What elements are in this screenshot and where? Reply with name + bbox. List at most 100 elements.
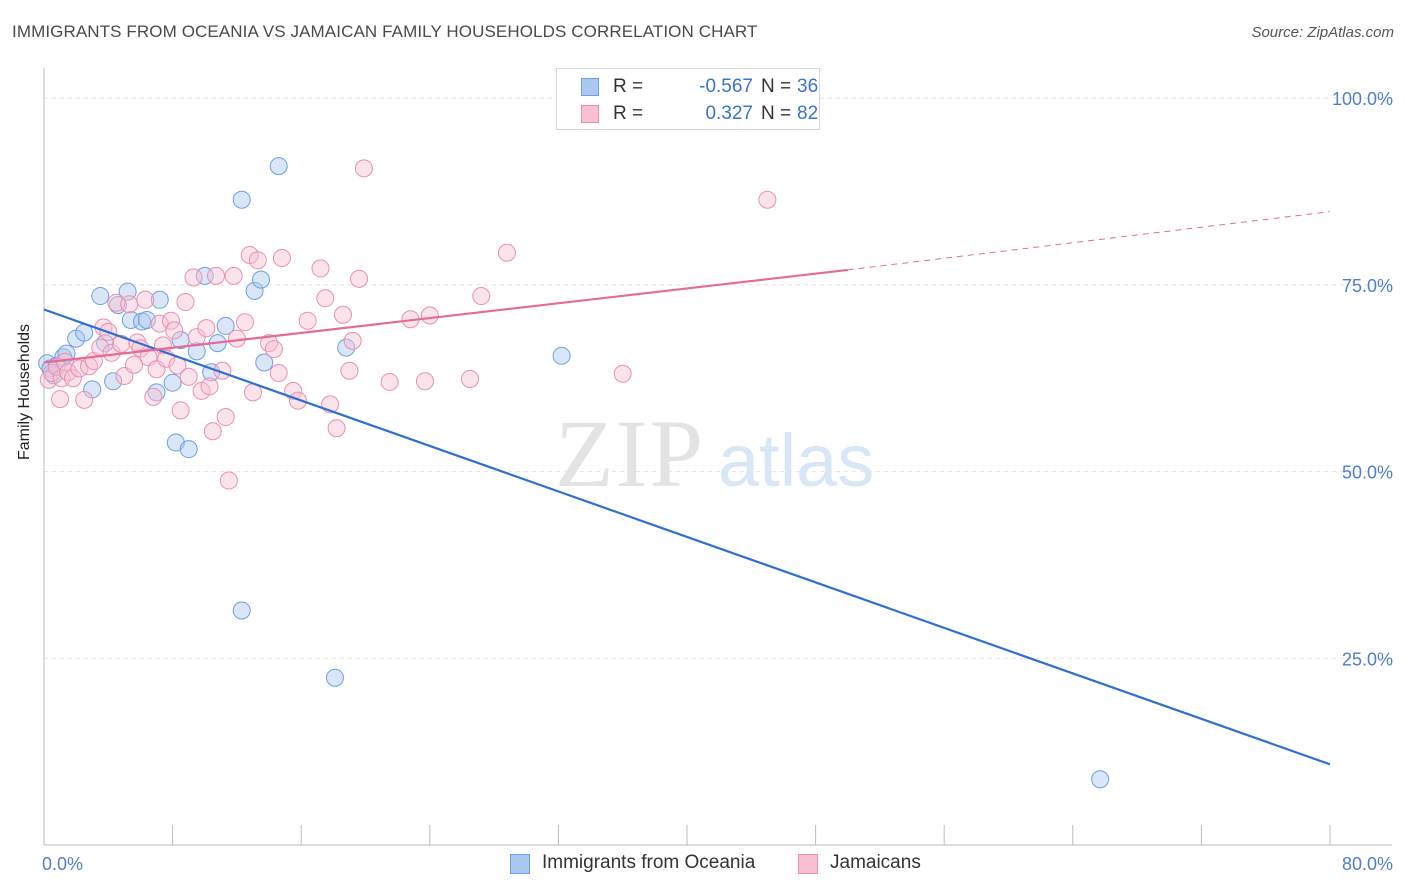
x-tick-label: 0.0% — [42, 854, 83, 874]
point-jamaicans — [219, 471, 238, 490]
point-oceania — [91, 287, 110, 306]
point-jamaicans — [248, 251, 267, 270]
point-jamaicans — [613, 364, 632, 383]
point-oceania — [252, 270, 271, 289]
stats-legend-box: R = -0.567 N = 36 R = 0.327 N = 82 — [556, 68, 820, 130]
point-jamaicans — [144, 387, 163, 406]
point-jamaicans — [107, 293, 126, 312]
point-jamaicans — [288, 391, 307, 410]
series-oceania — [38, 157, 1110, 789]
point-jamaicans — [298, 311, 317, 330]
point-oceania — [216, 316, 235, 335]
stats-r-value: 0.327 — [705, 103, 753, 124]
point-oceania — [187, 342, 206, 361]
axes — [43, 68, 1392, 846]
point-jamaicans — [472, 287, 491, 306]
y-axis-label: Family Households — [16, 323, 33, 460]
point-jamaicans — [179, 367, 198, 386]
stats-n-label: N = — [761, 103, 792, 124]
point-jamaicans — [420, 306, 439, 325]
trend-line-jamaicans-extrapolated — [847, 211, 1331, 271]
watermark: ZIP atlas — [555, 400, 874, 507]
point-jamaicans — [316, 289, 335, 308]
tick-layer: 25.0% 50.0% 75.0% 100.0% 0.0% 80.0% — [42, 89, 1393, 874]
watermark-atlas: atlas — [718, 419, 874, 502]
stats-n-value: 36 — [797, 76, 819, 97]
point-oceania — [337, 338, 356, 357]
point-jamaicans — [269, 363, 288, 382]
point-oceania — [255, 353, 274, 372]
y-tick-label: 25.0% — [1342, 649, 1393, 669]
point-jamaicans — [112, 334, 131, 353]
legend-swatch-jamaicans — [798, 854, 818, 874]
chart-legend: Immigrants from Oceania Jamaicans — [0, 852, 1406, 878]
point-oceania — [232, 190, 251, 209]
point-jamaicans — [224, 266, 243, 285]
point-jamaicans — [203, 422, 222, 441]
point-jamaicans — [333, 305, 352, 324]
point-jamaicans — [415, 372, 434, 391]
point-jamaicans — [311, 259, 330, 278]
y-tick-label: 50.0% — [1342, 463, 1393, 483]
point-jamaicans — [207, 266, 226, 285]
point-jamaicans — [460, 369, 479, 388]
point-jamaicans — [354, 159, 373, 178]
point-jamaicans — [51, 390, 70, 409]
gridlines — [44, 97, 1392, 659]
point-jamaicans — [176, 293, 195, 312]
point-jamaicans — [327, 419, 346, 438]
legend-swatch-oceania — [510, 854, 530, 874]
point-oceania — [179, 440, 198, 459]
stats-swatch-oceania — [581, 78, 599, 96]
chart-title: IMMIGRANTS FROM OCEANIA VS JAMAICAN FAMI… — [12, 22, 758, 41]
point-jamaicans — [125, 355, 144, 374]
point-oceania — [104, 372, 123, 391]
point-jamaicans — [136, 290, 155, 309]
point-jamaicans — [340, 361, 359, 380]
trend-line-jamaicans — [43, 268, 848, 364]
point-oceania — [163, 373, 182, 392]
stats-r-label: R = — [613, 103, 644, 124]
point-jamaicans — [184, 268, 203, 287]
x-tick-label: 80.0% — [1342, 854, 1393, 874]
point-oceania — [245, 281, 264, 300]
point-jamaicans — [161, 311, 180, 330]
point-jamaicans — [758, 190, 777, 209]
point-jamaicans — [43, 363, 62, 382]
stats-n-value: 82 — [797, 103, 819, 124]
legend-label-oceania: Immigrants from Oceania — [542, 852, 756, 873]
point-jamaicans — [272, 248, 291, 267]
point-jamaicans — [260, 334, 279, 353]
point-oceania — [150, 290, 169, 309]
chart-source: Source: ZipAtlas.com — [1251, 24, 1394, 41]
point-jamaicans — [120, 295, 139, 314]
point-oceania — [325, 668, 344, 687]
watermark-zip: ZIP — [555, 400, 705, 507]
trend-line-oceania — [43, 308, 1331, 766]
point-jamaicans — [216, 408, 235, 427]
stats-n-label: N = — [761, 76, 792, 97]
point-jamaicans — [235, 313, 254, 332]
point-oceania — [232, 601, 251, 620]
legend-label-jamaicans: Jamaicans — [830, 852, 921, 873]
point-jamaicans — [264, 340, 283, 359]
point-jamaicans — [165, 321, 184, 340]
point-jamaicans — [75, 390, 94, 409]
y-tick-label: 100.0% — [1332, 89, 1393, 109]
point-jamaicans — [350, 269, 369, 288]
point-oceania — [269, 157, 288, 176]
trend-layer — [43, 211, 1331, 766]
y-tick-label: 75.0% — [1342, 276, 1393, 296]
point-jamaicans — [497, 243, 516, 262]
stats-r-value: -0.567 — [699, 76, 753, 97]
point-jamaicans — [343, 331, 362, 350]
point-jamaicans — [59, 363, 78, 382]
stats-r-label: R = — [613, 76, 644, 97]
point-oceania — [121, 310, 140, 329]
point-jamaicans — [197, 319, 216, 338]
point-oceania — [1091, 770, 1110, 789]
point-jamaicans — [63, 369, 82, 388]
point-jamaicans — [380, 372, 399, 391]
point-jamaicans — [171, 401, 190, 420]
